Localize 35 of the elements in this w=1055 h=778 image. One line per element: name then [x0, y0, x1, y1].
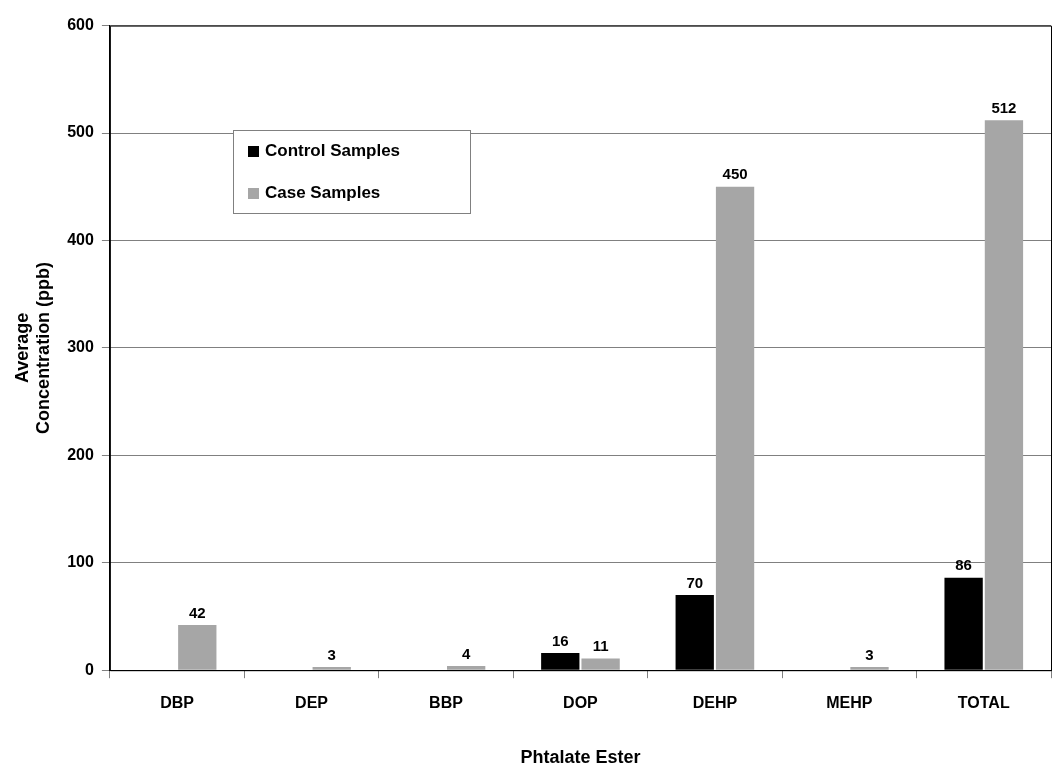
y-tick-label: 600 [67, 16, 94, 34]
data-label: 16 [551, 631, 569, 649]
x-tick-label: TOTAL [957, 694, 1010, 712]
data-label: 450 [722, 165, 748, 183]
y-tick-label: 300 [67, 338, 94, 356]
bar [984, 120, 1024, 670]
bar [447, 665, 486, 670]
data-label: 11 [592, 637, 609, 655]
x-tick-label: DOP [563, 694, 599, 712]
y-tick-label: 100 [67, 553, 94, 571]
legend-label: Case Samples [265, 183, 381, 203]
bar [715, 186, 755, 670]
x-tick-label: BBP [429, 694, 464, 712]
data-label: 512 [991, 98, 1017, 116]
data-label: 3 [865, 645, 874, 663]
bar [178, 625, 217, 670]
data-label: 4 [462, 644, 471, 662]
data-label: 3 [327, 645, 336, 663]
x-tick-label: MEHP [826, 694, 873, 712]
x-axis-title: Phtalate Ester [520, 747, 641, 768]
x-tick-label: DEP [295, 694, 329, 712]
y-tick-label: 0 [84, 660, 94, 678]
bar [312, 666, 351, 670]
bar [581, 658, 620, 670]
x-tick-label: DBP [160, 694, 195, 712]
data-label: 70 [686, 573, 704, 591]
legend-label: Control Samples [265, 141, 401, 161]
y-tick-label: 500 [67, 123, 94, 141]
y-axis-title: Average Concentration (ppb) [11, 261, 54, 434]
y-tick-label: 200 [67, 445, 94, 463]
x-tick-label: DEHP [692, 694, 738, 712]
data-label: 42 [188, 603, 206, 621]
y-tick-label: 400 [67, 230, 94, 248]
data-label: 86 [955, 556, 972, 574]
bar [850, 666, 889, 670]
